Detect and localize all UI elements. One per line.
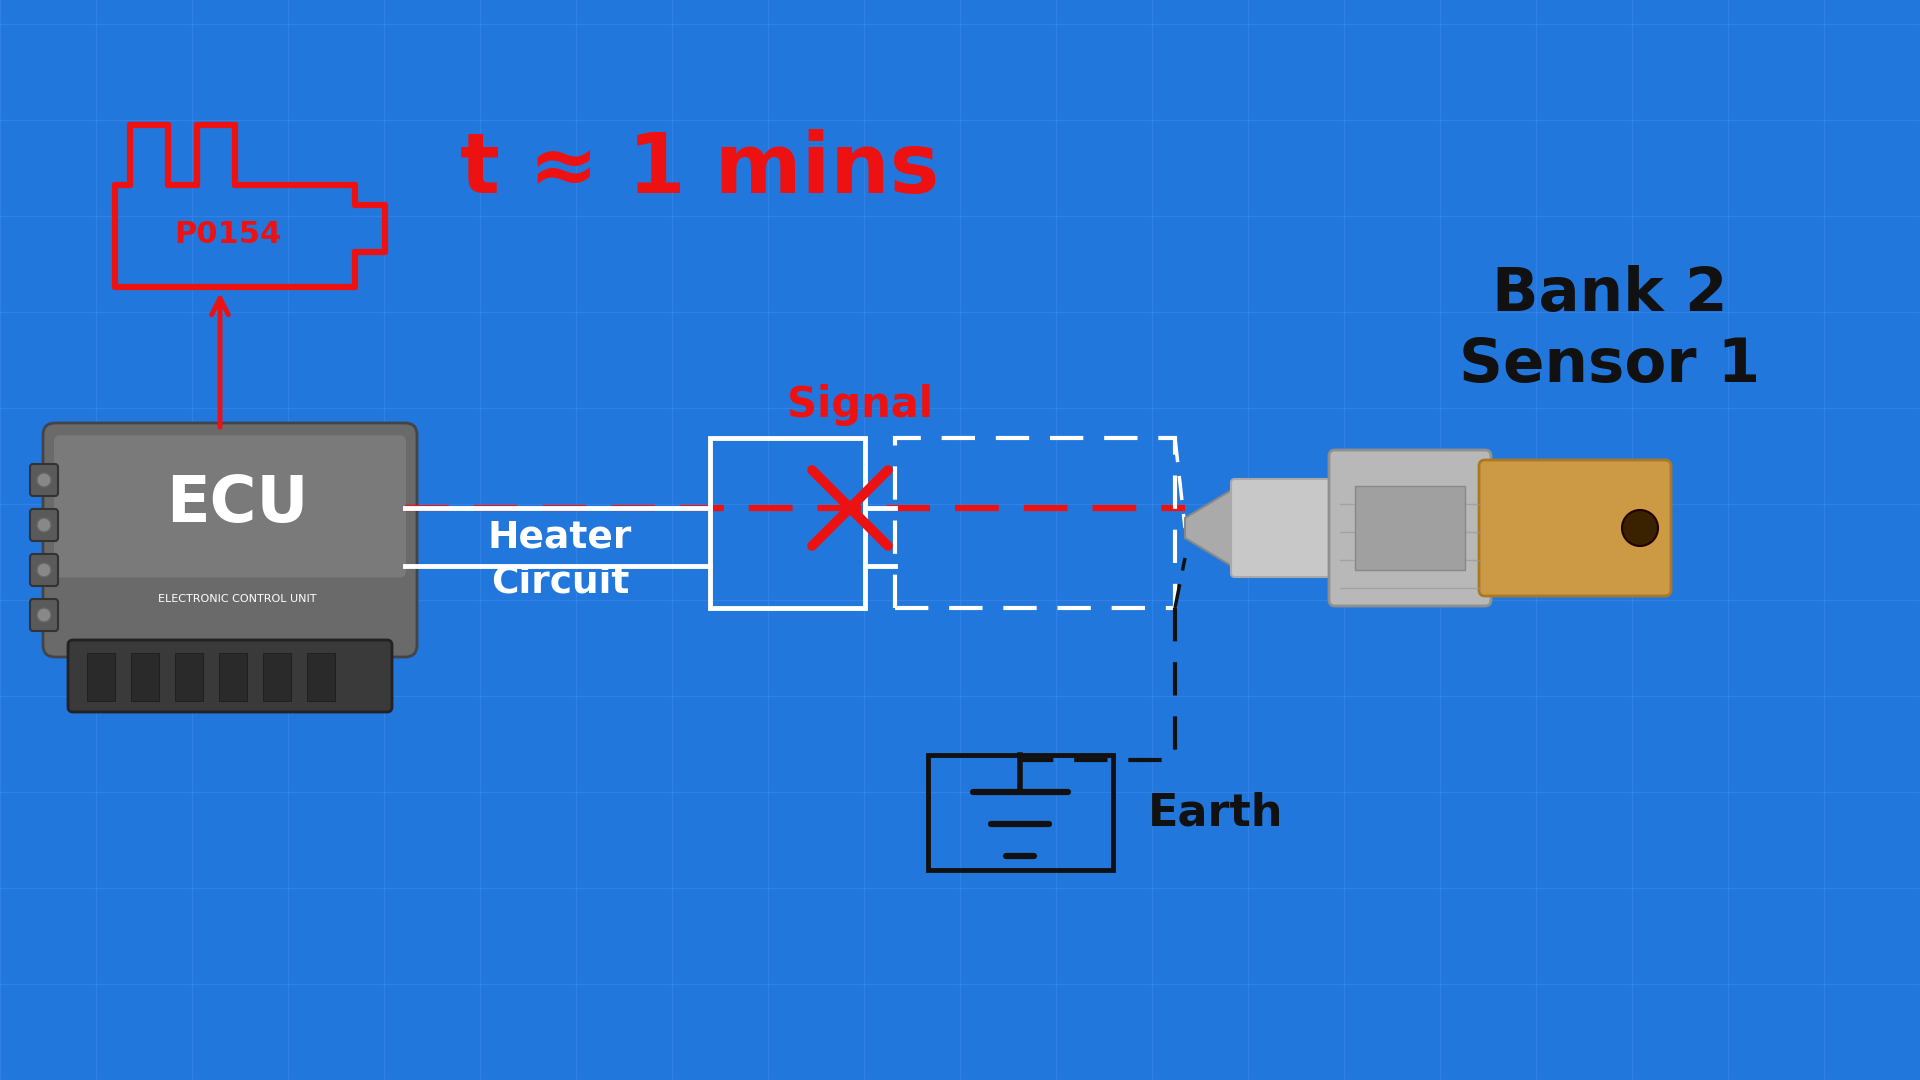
Bar	[131, 653, 159, 701]
FancyBboxPatch shape	[1231, 480, 1338, 577]
Text: Earth: Earth	[1148, 791, 1283, 834]
Text: ECU: ECU	[165, 473, 309, 536]
Bar	[263, 653, 292, 701]
Text: ELECTRONIC CONTROL UNIT: ELECTRONIC CONTROL UNIT	[157, 594, 317, 604]
FancyBboxPatch shape	[1478, 460, 1670, 596]
FancyBboxPatch shape	[31, 599, 58, 631]
FancyBboxPatch shape	[31, 509, 58, 541]
FancyBboxPatch shape	[31, 554, 58, 586]
Circle shape	[36, 518, 52, 532]
FancyBboxPatch shape	[42, 423, 417, 657]
Bar	[927, 755, 1112, 870]
Text: Heater
Circuit: Heater Circuit	[488, 519, 632, 600]
Text: P0154: P0154	[175, 220, 282, 249]
FancyBboxPatch shape	[67, 640, 392, 712]
Polygon shape	[1185, 488, 1235, 568]
FancyBboxPatch shape	[1329, 450, 1492, 606]
FancyBboxPatch shape	[31, 464, 58, 496]
Circle shape	[36, 473, 52, 487]
Bar	[307, 653, 334, 701]
Bar	[175, 653, 204, 701]
Bar	[710, 438, 866, 608]
Circle shape	[36, 608, 52, 622]
Bar	[895, 438, 1175, 608]
Circle shape	[36, 563, 52, 577]
Circle shape	[1622, 510, 1659, 546]
Bar	[219, 653, 248, 701]
Bar	[86, 653, 115, 701]
Text: Bank 2
Sensor 1: Bank 2 Sensor 1	[1459, 266, 1761, 395]
FancyBboxPatch shape	[54, 435, 405, 578]
Bar	[1356, 486, 1465, 570]
Text: Signal: Signal	[787, 384, 933, 426]
Text: t ≈ 1 mins: t ≈ 1 mins	[461, 130, 939, 211]
